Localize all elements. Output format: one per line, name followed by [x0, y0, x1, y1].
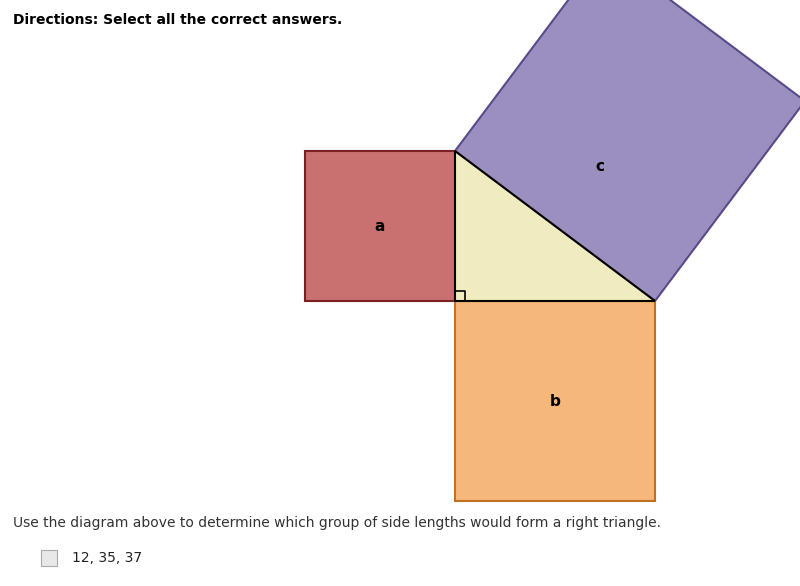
Text: 12, 35, 37: 12, 35, 37: [72, 551, 142, 565]
FancyBboxPatch shape: [41, 550, 57, 566]
Text: b: b: [550, 394, 561, 408]
Text: a: a: [375, 219, 385, 233]
Polygon shape: [305, 151, 455, 301]
Text: Use the diagram above to determine which group of side lengths would form a righ: Use the diagram above to determine which…: [13, 516, 661, 530]
Polygon shape: [455, 301, 655, 501]
Polygon shape: [455, 0, 800, 301]
Text: Directions: Select all the correct answers.: Directions: Select all the correct answe…: [13, 13, 342, 27]
Text: c: c: [595, 158, 605, 173]
Polygon shape: [455, 151, 655, 301]
